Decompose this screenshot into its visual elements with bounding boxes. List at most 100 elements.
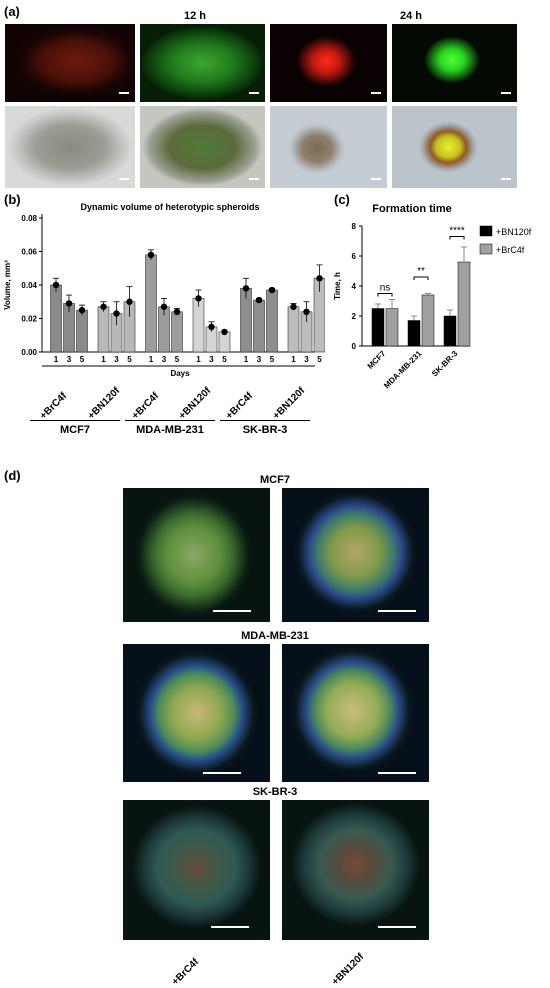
y-tick-label: 2 xyxy=(352,312,357,321)
group-divider xyxy=(220,420,310,421)
x-tick-label: 1 xyxy=(54,355,59,364)
bar xyxy=(50,284,62,353)
spheroid-skbr3-bn120f xyxy=(282,800,429,940)
condition-label: +BN120f xyxy=(177,385,214,422)
panel-b-label: (b) xyxy=(4,192,21,207)
row-label-skbr3: SK-BR-3 xyxy=(252,786,298,798)
bar xyxy=(371,308,385,347)
x-tick-label: 3 xyxy=(209,355,214,364)
x-tick-label: 3 xyxy=(257,355,262,364)
x-tick-label: 3 xyxy=(162,355,167,364)
legend-label: +BN120f xyxy=(496,227,532,237)
chart-title: Formation time xyxy=(372,203,451,215)
condition-label: +BrC4f xyxy=(38,390,70,422)
bar xyxy=(385,308,399,347)
x-tick-label: 1 xyxy=(101,355,106,364)
scale-bar xyxy=(203,772,241,774)
micrograph-12h-green xyxy=(140,24,265,102)
y-tick-label: 4 xyxy=(352,282,357,291)
scale-bar xyxy=(213,610,251,612)
micrograph-12h-merge xyxy=(140,106,265,188)
scale-bar xyxy=(378,610,416,612)
y-tick-label: 0.02 xyxy=(21,315,37,324)
chart-title: Dynamic volume of heterotypic spheroids xyxy=(80,202,259,212)
bar xyxy=(253,299,265,353)
significance-label: **** xyxy=(449,226,465,237)
y-tick-label: 0.08 xyxy=(21,214,37,223)
data-point xyxy=(221,328,228,336)
data-point xyxy=(290,303,297,310)
bar xyxy=(145,254,157,353)
scale-bar xyxy=(501,178,511,180)
y-tick-label: 0.00 xyxy=(21,348,37,357)
spheroid-skbr3-brc4f xyxy=(123,800,270,940)
micrograph-12h-brightfield xyxy=(5,106,135,188)
panel-c-label: (c) xyxy=(334,192,350,207)
legend-swatch xyxy=(479,243,493,255)
data-point xyxy=(242,285,250,292)
x-tick-label: SK-BR-3 xyxy=(430,349,460,379)
group-divider xyxy=(125,420,215,421)
time-24h-label: 24 h xyxy=(399,10,422,22)
bar xyxy=(97,306,110,353)
bar xyxy=(421,294,435,347)
group-divider xyxy=(30,420,120,421)
y-tick-label: 0 xyxy=(352,342,357,351)
x-tick-label: 5 xyxy=(80,355,85,364)
x-tick-label: 5 xyxy=(270,355,275,364)
x-tick-label: MDA-MB-231 xyxy=(382,349,424,391)
scale-bar xyxy=(501,92,511,94)
data-point xyxy=(316,275,323,282)
spheroid-mcf7-brc4f xyxy=(123,488,270,622)
column-label-bn120f: +BN120f xyxy=(330,951,367,988)
scale-bar xyxy=(119,92,129,94)
data-point xyxy=(65,300,73,307)
significance-bracket xyxy=(377,293,393,297)
x-tick-label: 5 xyxy=(317,355,322,364)
bar xyxy=(171,311,183,353)
legend-swatch xyxy=(479,225,493,237)
scale-bar xyxy=(371,92,381,94)
significance-label: ns xyxy=(380,283,391,294)
data-point xyxy=(208,323,215,331)
data-point xyxy=(52,281,60,289)
condition-label: +BrC4f xyxy=(224,390,256,422)
y-tick-label: 8 xyxy=(352,222,357,231)
cell-line-label: MDA-MB-231 xyxy=(136,424,204,436)
y-tick-label: 0.06 xyxy=(21,248,37,257)
x-tick-label: 5 xyxy=(175,355,180,364)
x-axis-label: Days xyxy=(170,369,190,378)
data-point xyxy=(78,306,86,314)
panel-a-label: (a) xyxy=(4,4,20,19)
y-tick-label: 6 xyxy=(352,252,357,261)
bar xyxy=(266,289,278,353)
data-point xyxy=(195,295,202,302)
x-tick-label: 3 xyxy=(67,355,72,364)
x-tick-label: 1 xyxy=(244,355,249,364)
formation-time-chart: Formation time 0 2 4 6 8 Time, h MCF7MDA-MB-231… xyxy=(333,203,532,391)
condition-label: +BrC4f xyxy=(130,390,162,422)
micrograph-24h-merge xyxy=(392,106,517,188)
spheroid-mda-brc4f xyxy=(123,644,270,782)
bar xyxy=(457,261,471,347)
legend-label: +BrC4f xyxy=(496,245,525,255)
volume-chart: Dynamic volume of heterotypic spheroids 0… xyxy=(3,202,325,378)
significance-bracket xyxy=(449,236,465,240)
micrograph-24h-green xyxy=(392,24,517,102)
data-point xyxy=(303,308,310,315)
condition-label: +BN120f xyxy=(271,385,308,422)
x-tick-label: 1 xyxy=(291,355,296,364)
row-label-mda: MDA-MB-231 xyxy=(241,630,309,642)
x-tick-label: MCF7 xyxy=(366,349,388,371)
scale-bar xyxy=(249,92,259,94)
micrograph-12h-red xyxy=(5,24,135,102)
significance-label: ** xyxy=(417,266,425,277)
row-label-mcf7: MCF7 xyxy=(260,474,290,486)
y-tick-label: 0.04 xyxy=(21,281,37,290)
data-point xyxy=(147,251,155,259)
scale-bar xyxy=(378,772,416,774)
y-axis-label: Volume, mm³ xyxy=(3,260,12,310)
bar xyxy=(287,306,300,353)
micrograph-24h-red xyxy=(270,24,387,102)
x-tick-label: 5 xyxy=(127,355,132,364)
